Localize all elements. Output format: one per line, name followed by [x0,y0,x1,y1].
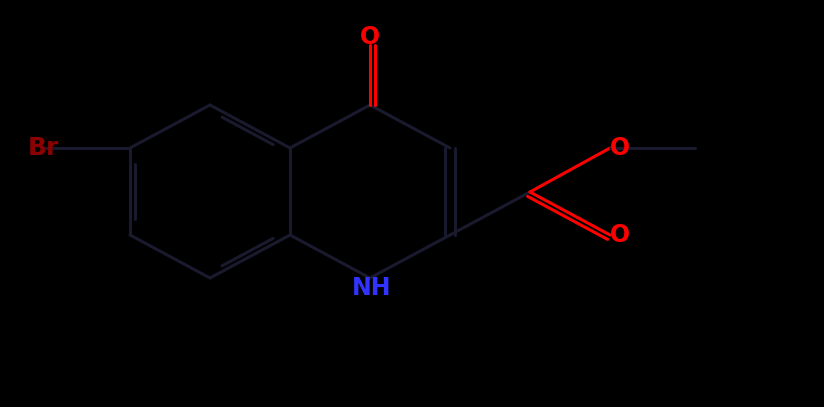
Text: O: O [610,223,630,247]
Text: O: O [360,25,380,49]
Text: NH: NH [352,276,391,300]
Text: Br: Br [27,136,59,160]
Text: O: O [610,136,630,160]
